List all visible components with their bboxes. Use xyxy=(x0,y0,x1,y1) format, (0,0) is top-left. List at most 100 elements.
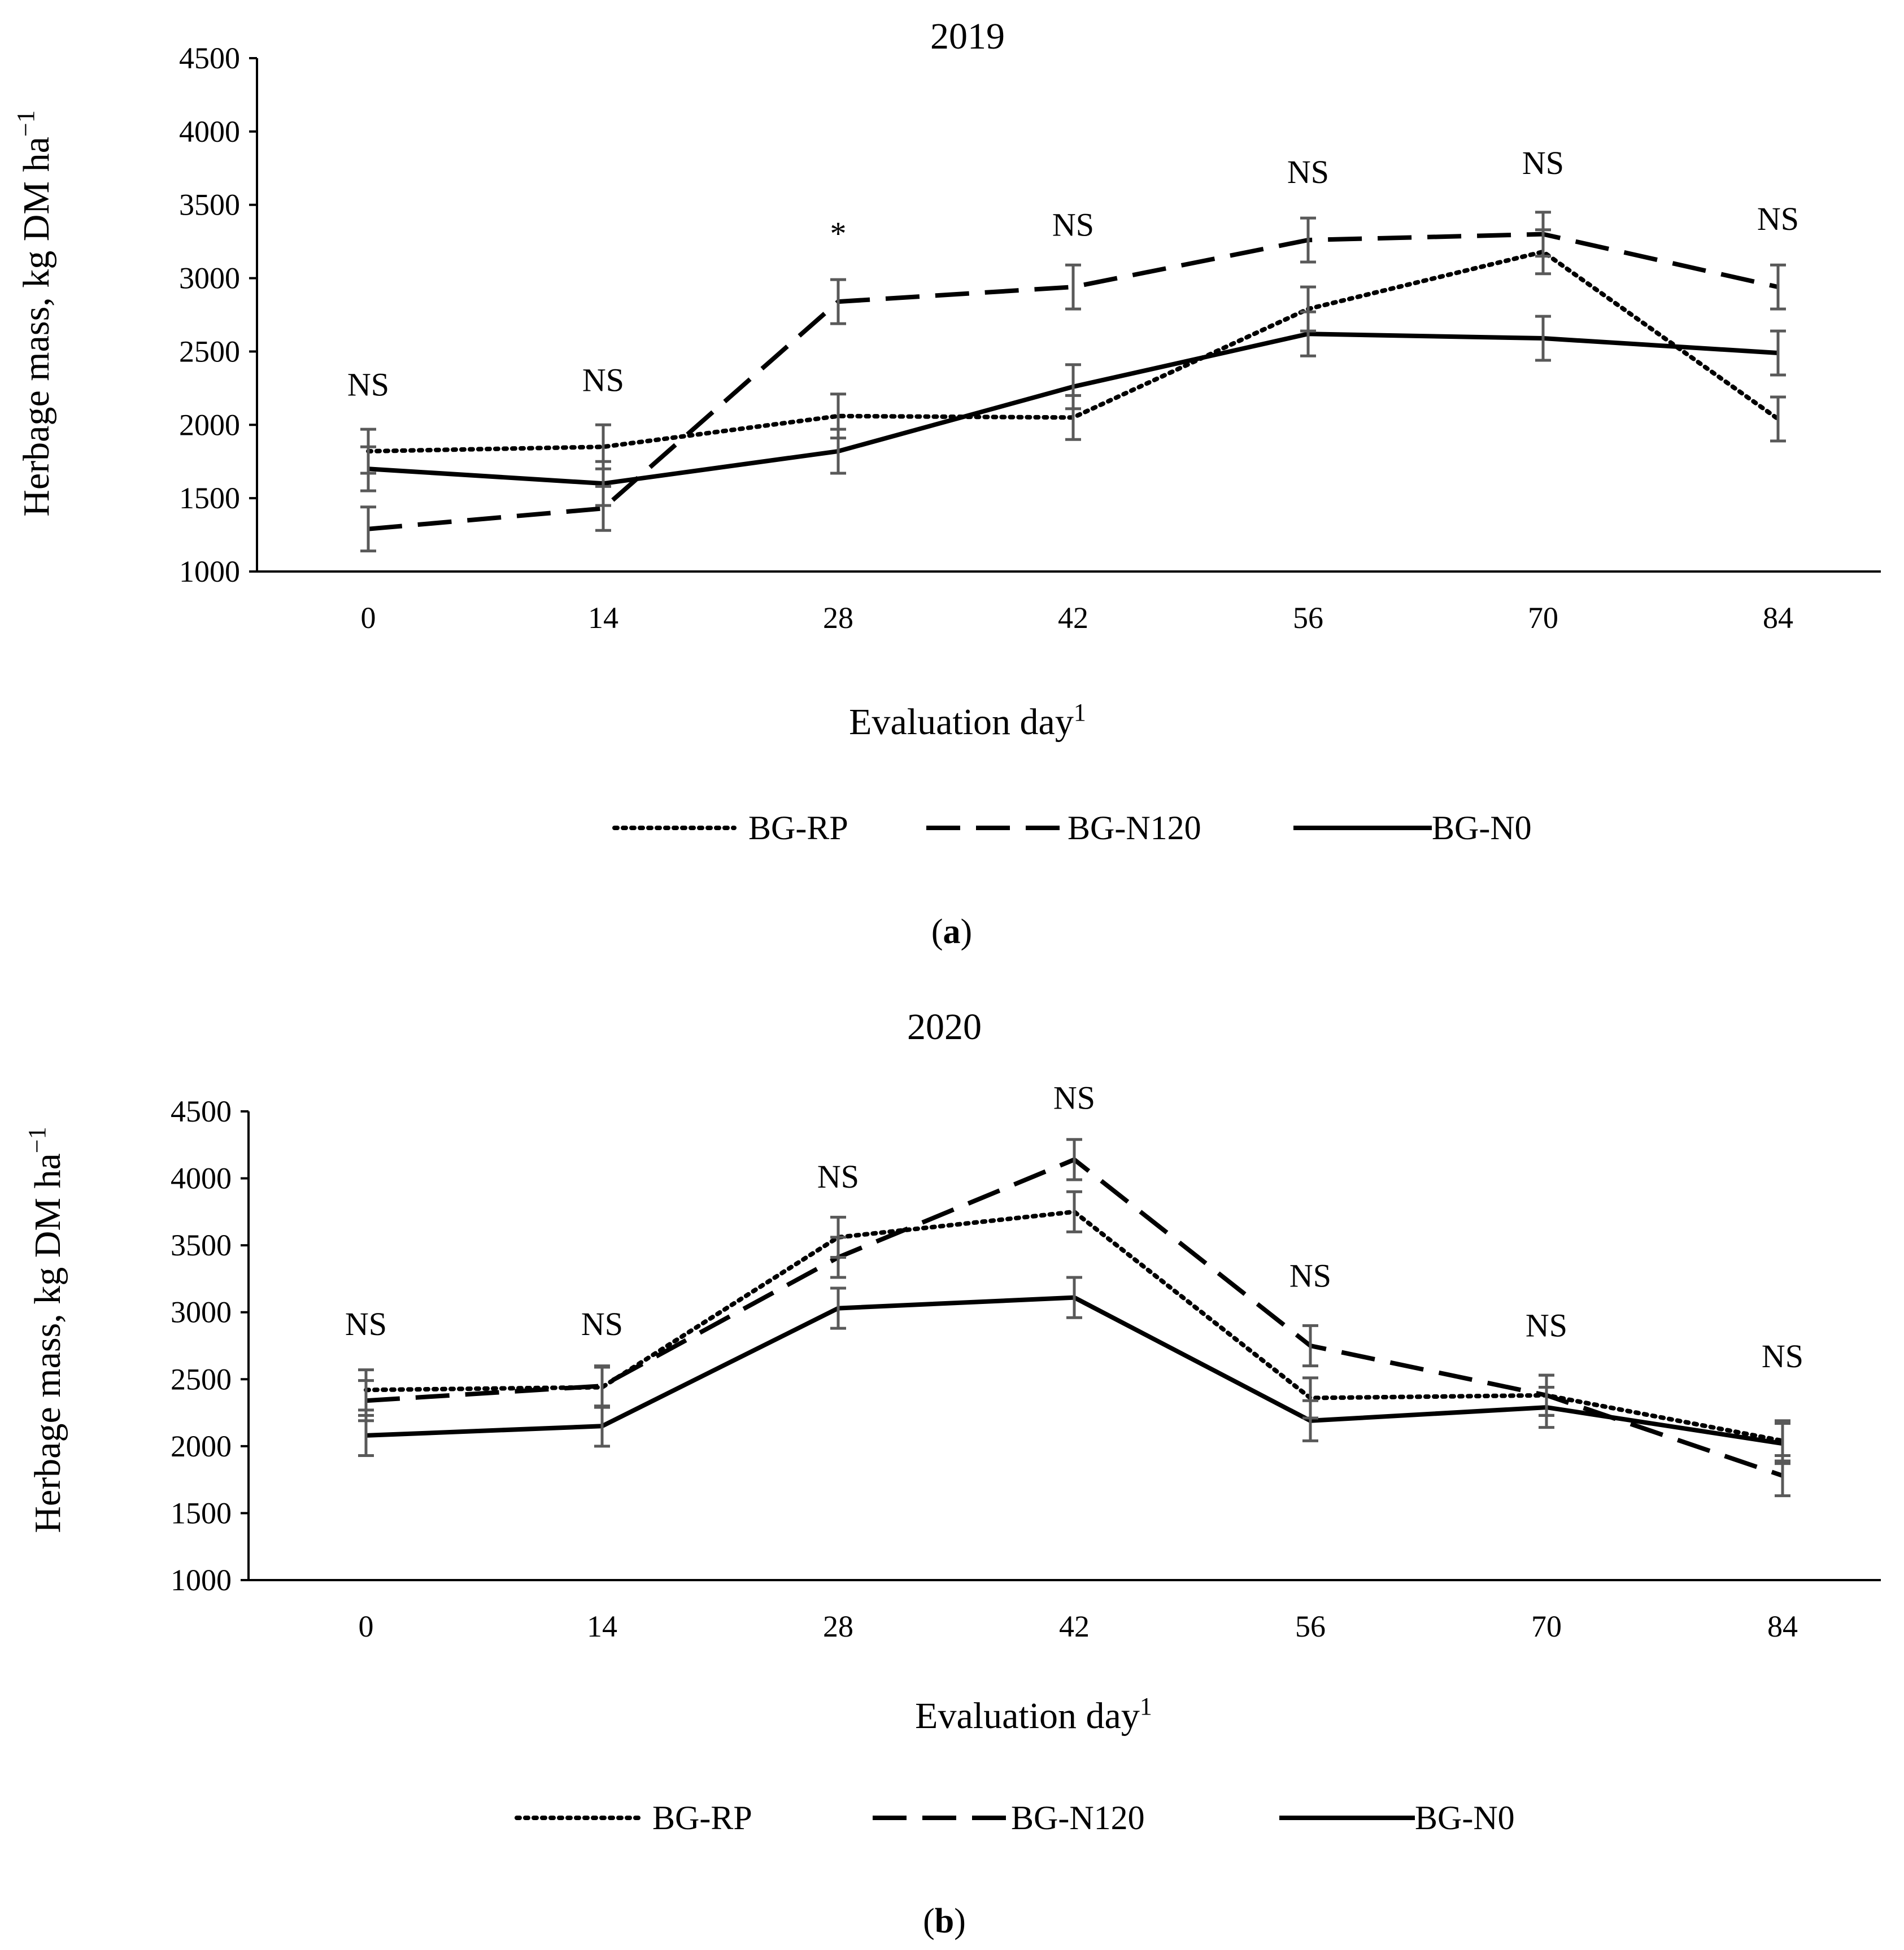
error-bar xyxy=(1066,1190,1082,1233)
x-tick-label: 14 xyxy=(587,1609,617,1643)
error-bar xyxy=(360,505,376,553)
y-tick-label: 3000 xyxy=(179,261,240,295)
x-tick-label: 0 xyxy=(361,601,376,635)
legend-label-bg-n120: BG-N120 xyxy=(1011,1799,1145,1836)
x-tick-label: 70 xyxy=(1528,601,1558,635)
panel-b-title: 2020 xyxy=(907,1006,982,1048)
y-tick-label: 1000 xyxy=(179,555,240,588)
error-bar xyxy=(1770,263,1786,311)
error-bar xyxy=(594,1404,610,1448)
error-bar xyxy=(1770,329,1786,377)
error-bar xyxy=(1770,395,1786,443)
y-tick-label: 1000 xyxy=(171,1563,232,1597)
panel-b-gridless-axes: 1000 1500 2000 2500 3000 3500 4000 4500 0 14 28 42… xyxy=(171,1094,1881,1643)
x-tick-label: 56 xyxy=(1293,601,1323,635)
legend-label-bg-n0: BG-N0 xyxy=(1432,809,1532,847)
x-tick-label: 56 xyxy=(1295,1609,1326,1643)
error-bar xyxy=(830,278,846,325)
error-bar xyxy=(1302,1324,1318,1368)
panel-a-title: 2019 xyxy=(930,16,1005,57)
legend-item-bg-n0: BG-N0 xyxy=(1293,809,1532,847)
error-bar xyxy=(1300,310,1316,357)
legend-label-bg-n120: BG-N120 xyxy=(1068,809,1201,847)
panel-b-label: (b) xyxy=(923,1902,966,1940)
panel-a-y-axis-title: Herbage mass, kg DM ha−1 xyxy=(12,110,57,517)
series-line-bg-n0 xyxy=(365,1295,1783,1446)
y-tick-label: 2000 xyxy=(171,1429,232,1463)
x-tick-label: 28 xyxy=(823,601,853,635)
panel-a: 2019 1000 1500 2000 2500 3000 3500 4000 4500 0 1… xyxy=(12,16,1881,951)
y-tick-label: 1500 xyxy=(179,481,240,515)
significance-label: NS xyxy=(817,1158,859,1195)
legend-item-bg-n120: BG-N120 xyxy=(873,1799,1145,1836)
error-bar xyxy=(1065,263,1081,311)
y-tick-label: 2500 xyxy=(171,1362,232,1396)
y-tick-label: 4500 xyxy=(179,41,240,75)
significance-label: NS xyxy=(581,1306,623,1342)
legend-label-bg-n0: BG-N0 xyxy=(1415,1799,1515,1836)
panel-a-significance-labels: NS NS * NS NS NS NS xyxy=(347,145,1799,403)
error-bar xyxy=(1535,315,1551,362)
y-tick-label: 2500 xyxy=(179,334,240,368)
error-bar xyxy=(595,460,611,507)
y-tick-label: 3500 xyxy=(179,188,240,222)
y-tick-label: 4500 xyxy=(171,1094,232,1128)
panel-b-x-axis-title: Evaluation day1 xyxy=(915,1692,1152,1737)
error-bar xyxy=(1302,1399,1318,1442)
significance-label: NS xyxy=(582,362,624,399)
series-line-bg-rp xyxy=(364,1209,1785,1443)
panel-b-error-bars xyxy=(358,1138,1790,1498)
error-bar xyxy=(830,1286,846,1330)
significance-label: NS xyxy=(1762,1338,1803,1375)
significance-label: NS xyxy=(1052,206,1094,243)
y-tick-label: 1500 xyxy=(171,1496,232,1530)
significance-label: NS xyxy=(1287,154,1329,190)
x-tick-label: 84 xyxy=(1763,601,1793,635)
error-bar xyxy=(1066,1138,1082,1181)
x-tick-label: 0 xyxy=(359,1609,374,1643)
panel-a-x-ticks: 0 14 28 42 56 70 84 xyxy=(361,601,1794,635)
error-bar xyxy=(830,427,846,475)
y-tick-label: 4000 xyxy=(179,115,240,149)
significance-label: NS xyxy=(1526,1307,1567,1343)
error-bar xyxy=(1539,1386,1554,1429)
panel-b-significance-labels: NS NS NS NS NS NS NS xyxy=(345,1079,1803,1375)
panel-a-x-axis-title: Evaluation day1 xyxy=(849,699,1086,743)
significance-label: NS xyxy=(347,366,389,403)
x-tick-label: 84 xyxy=(1767,1609,1798,1643)
panel-a-legend: BG-RP BG-N120 BG-N0 xyxy=(612,809,1532,847)
legend-item-bg-n0: BG-N0 xyxy=(1279,1799,1515,1836)
panel-a-error-bars xyxy=(360,211,1786,553)
panel-b-y-ticks: 1000 1500 2000 2500 3000 3500 4000 4500 xyxy=(171,1094,249,1597)
significance-label: * xyxy=(830,215,847,252)
y-tick-label: 2000 xyxy=(179,408,240,442)
y-tick-label: 3500 xyxy=(171,1228,232,1262)
significance-label: NS xyxy=(1522,145,1564,181)
error-bar xyxy=(358,1414,374,1457)
x-tick-label: 42 xyxy=(1059,1609,1090,1643)
error-bar xyxy=(1300,216,1316,264)
y-tick-label: 4000 xyxy=(171,1162,232,1196)
panel-a-gridless-axes: 1000 1500 2000 2500 3000 3500 4000 4500 0 14 28 42… xyxy=(179,41,1881,635)
legend-label-bg-rp: BG-RP xyxy=(748,809,848,847)
error-bar xyxy=(1535,211,1551,258)
significance-label: NS xyxy=(1757,200,1799,237)
error-bar xyxy=(1065,363,1081,411)
error-bar xyxy=(360,445,376,492)
panel-b-x-ticks: 0 14 28 42 56 70 84 xyxy=(359,1609,1798,1643)
y-tick-label: 3000 xyxy=(171,1295,232,1329)
x-tick-label: 14 xyxy=(588,601,618,635)
legend-item-bg-n120: BG-N120 xyxy=(926,809,1201,847)
legend-item-bg-rp: BG-RP xyxy=(515,1799,752,1836)
significance-label: NS xyxy=(1289,1258,1331,1294)
panel-b-y-axis-title: Herbage mass, kg DM ha−1 xyxy=(23,1127,68,1533)
panel-a-y-ticks: 1000 1500 2000 2500 3000 3500 4000 4500 xyxy=(179,41,257,588)
legend-label-bg-rp: BG-RP xyxy=(652,1799,752,1836)
error-bar xyxy=(1066,1276,1082,1319)
panel-b-legend: BG-RP BG-N120 BG-N0 xyxy=(515,1799,1515,1836)
legend-item-bg-rp: BG-RP xyxy=(612,809,848,847)
panel-a-label: (a) xyxy=(931,913,972,951)
x-tick-label: 28 xyxy=(823,1609,853,1643)
